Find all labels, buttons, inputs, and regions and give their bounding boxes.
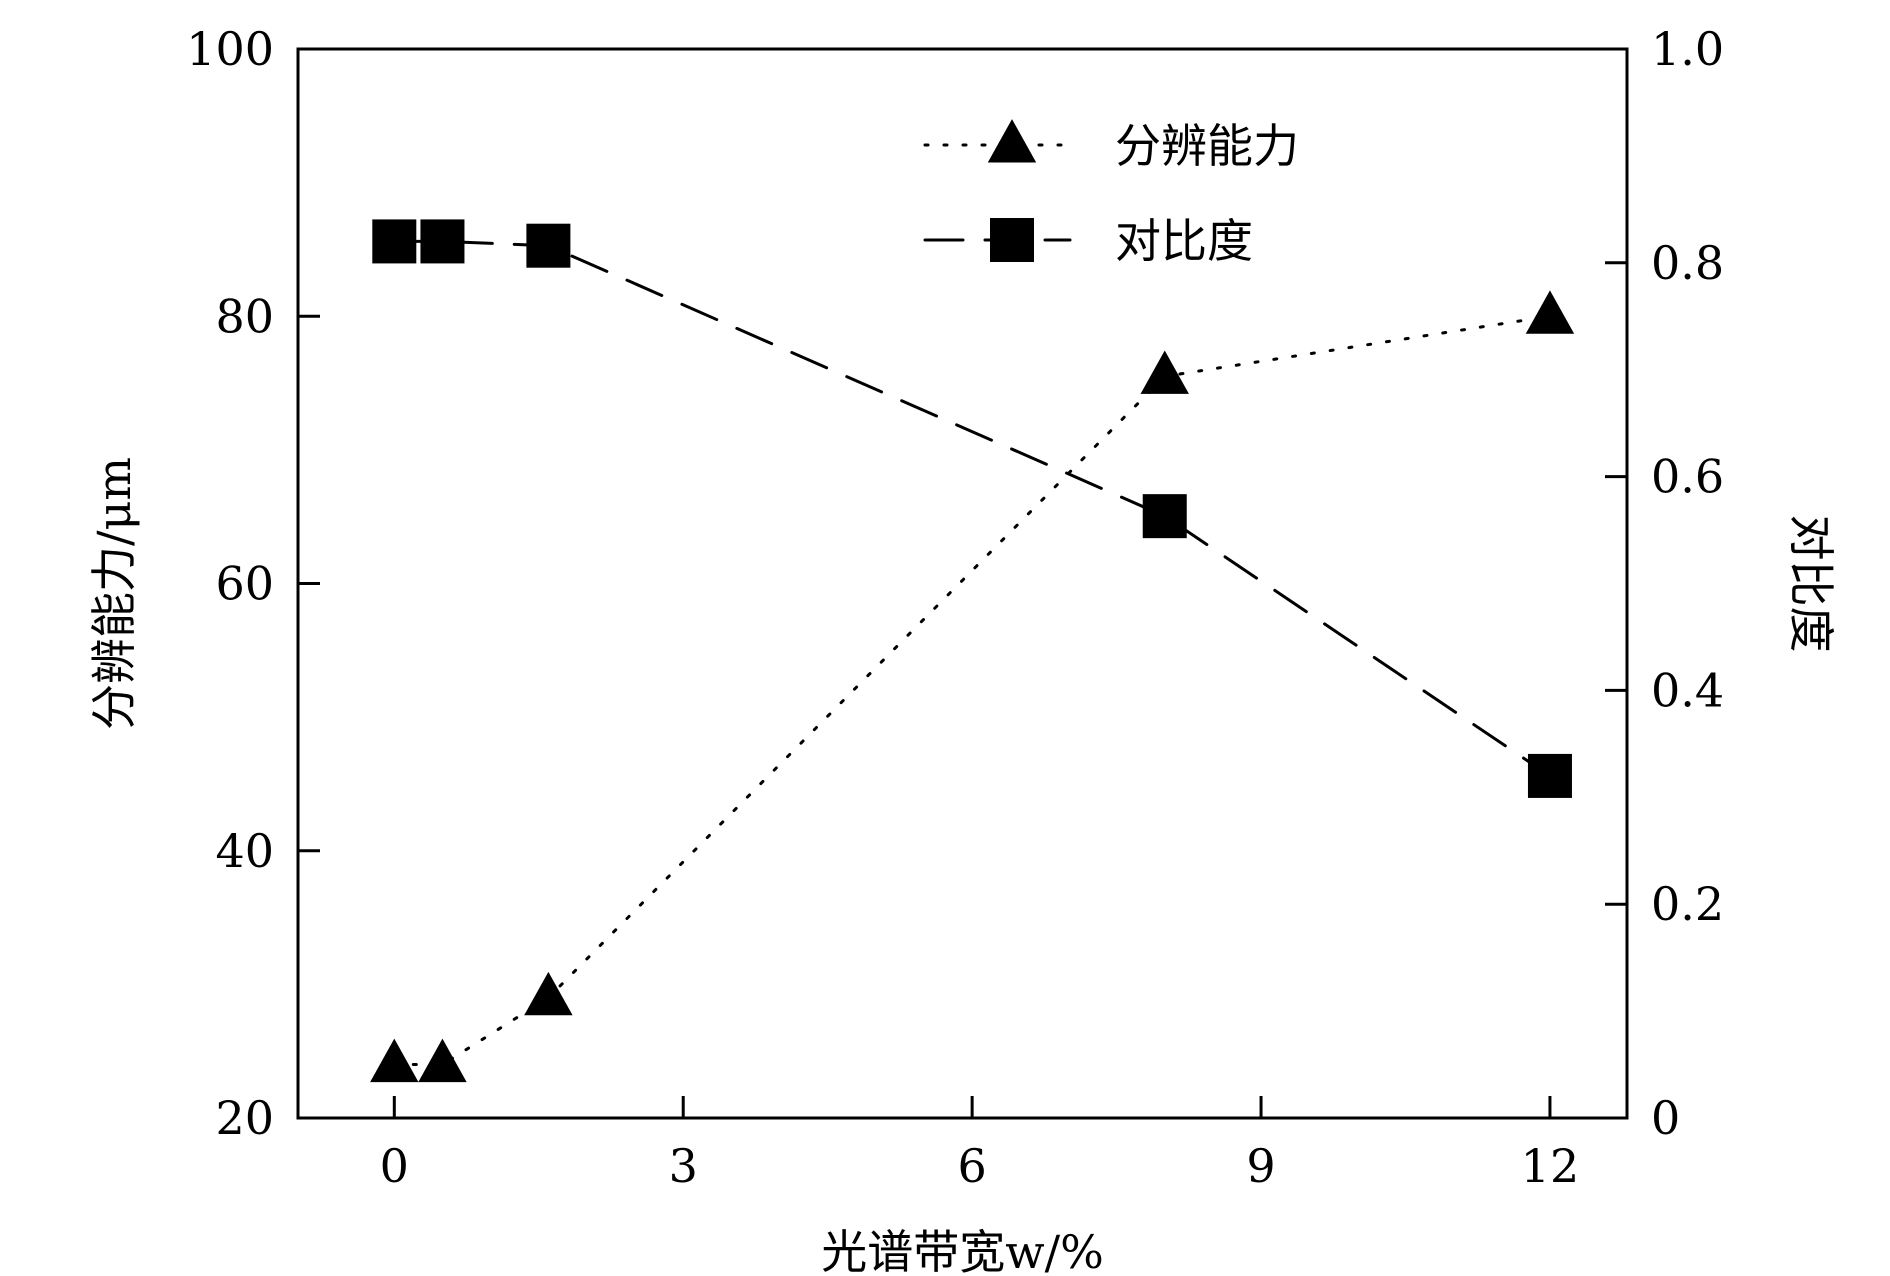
legend-square-marker (990, 218, 1034, 262)
left-y-axis-ticks: 20 40 60 80 100 (186, 22, 320, 1145)
left-y-tick-label: 60 (215, 557, 274, 611)
right-y-tick-label: 0.8 (1651, 236, 1724, 290)
left-y-axis-title: 分辨能力/μm (87, 457, 141, 730)
right-y-tick-label: 0 (1651, 1091, 1680, 1145)
contrast-point (526, 223, 571, 268)
x-tick-label: 6 (957, 1139, 986, 1193)
x-tick-label: 9 (1246, 1139, 1275, 1193)
resolution-point (1525, 290, 1575, 334)
series-line-contrast (392, 239, 1552, 778)
contrast-point (1527, 753, 1572, 798)
x-tick-label: 3 (669, 1139, 698, 1193)
series-line-resolution (392, 314, 1552, 1067)
x-axis-ticks: 0 3 6 9 12 (380, 1096, 1580, 1193)
left-y-tick-label: 80 (215, 289, 274, 343)
plot-frame (296, 47, 1629, 1120)
left-y-tick-label: 20 (215, 1091, 274, 1145)
series-markers (370, 219, 1575, 1083)
right-y-tick-label: 0.2 (1651, 877, 1724, 931)
legend-triangle-marker (987, 119, 1037, 163)
resolution-point (370, 1038, 419, 1083)
contrast-point (372, 219, 417, 264)
left-y-tick-label: 40 (215, 824, 274, 878)
x-tick-label: 0 (380, 1139, 409, 1193)
contrast-point (420, 219, 465, 264)
right-y-axis-ticks: 0 0.2 0.4 0.6 0.8 1.0 (1605, 22, 1724, 1145)
resolution-point (524, 971, 573, 1016)
right-y-tick-label: 1.0 (1651, 22, 1724, 76)
x-axis-title: 光谱带宽w/% (821, 1225, 1104, 1276)
x-tick-label: 12 (1521, 1139, 1580, 1193)
series-lines (392, 239, 1552, 1067)
left-y-tick-label: 100 (186, 22, 274, 76)
resolution-point (1140, 350, 1189, 394)
right-y-tick-label: 0.4 (1651, 663, 1724, 717)
legend-label: 对比度 (1115, 214, 1253, 268)
right-y-axis-title: 对比度 (1784, 515, 1838, 653)
contrast-point (1142, 494, 1187, 539)
legend-label: 分辨能力 (1115, 119, 1299, 173)
right-y-tick-label: 0.6 (1651, 450, 1724, 504)
resolution-point (418, 1038, 467, 1083)
